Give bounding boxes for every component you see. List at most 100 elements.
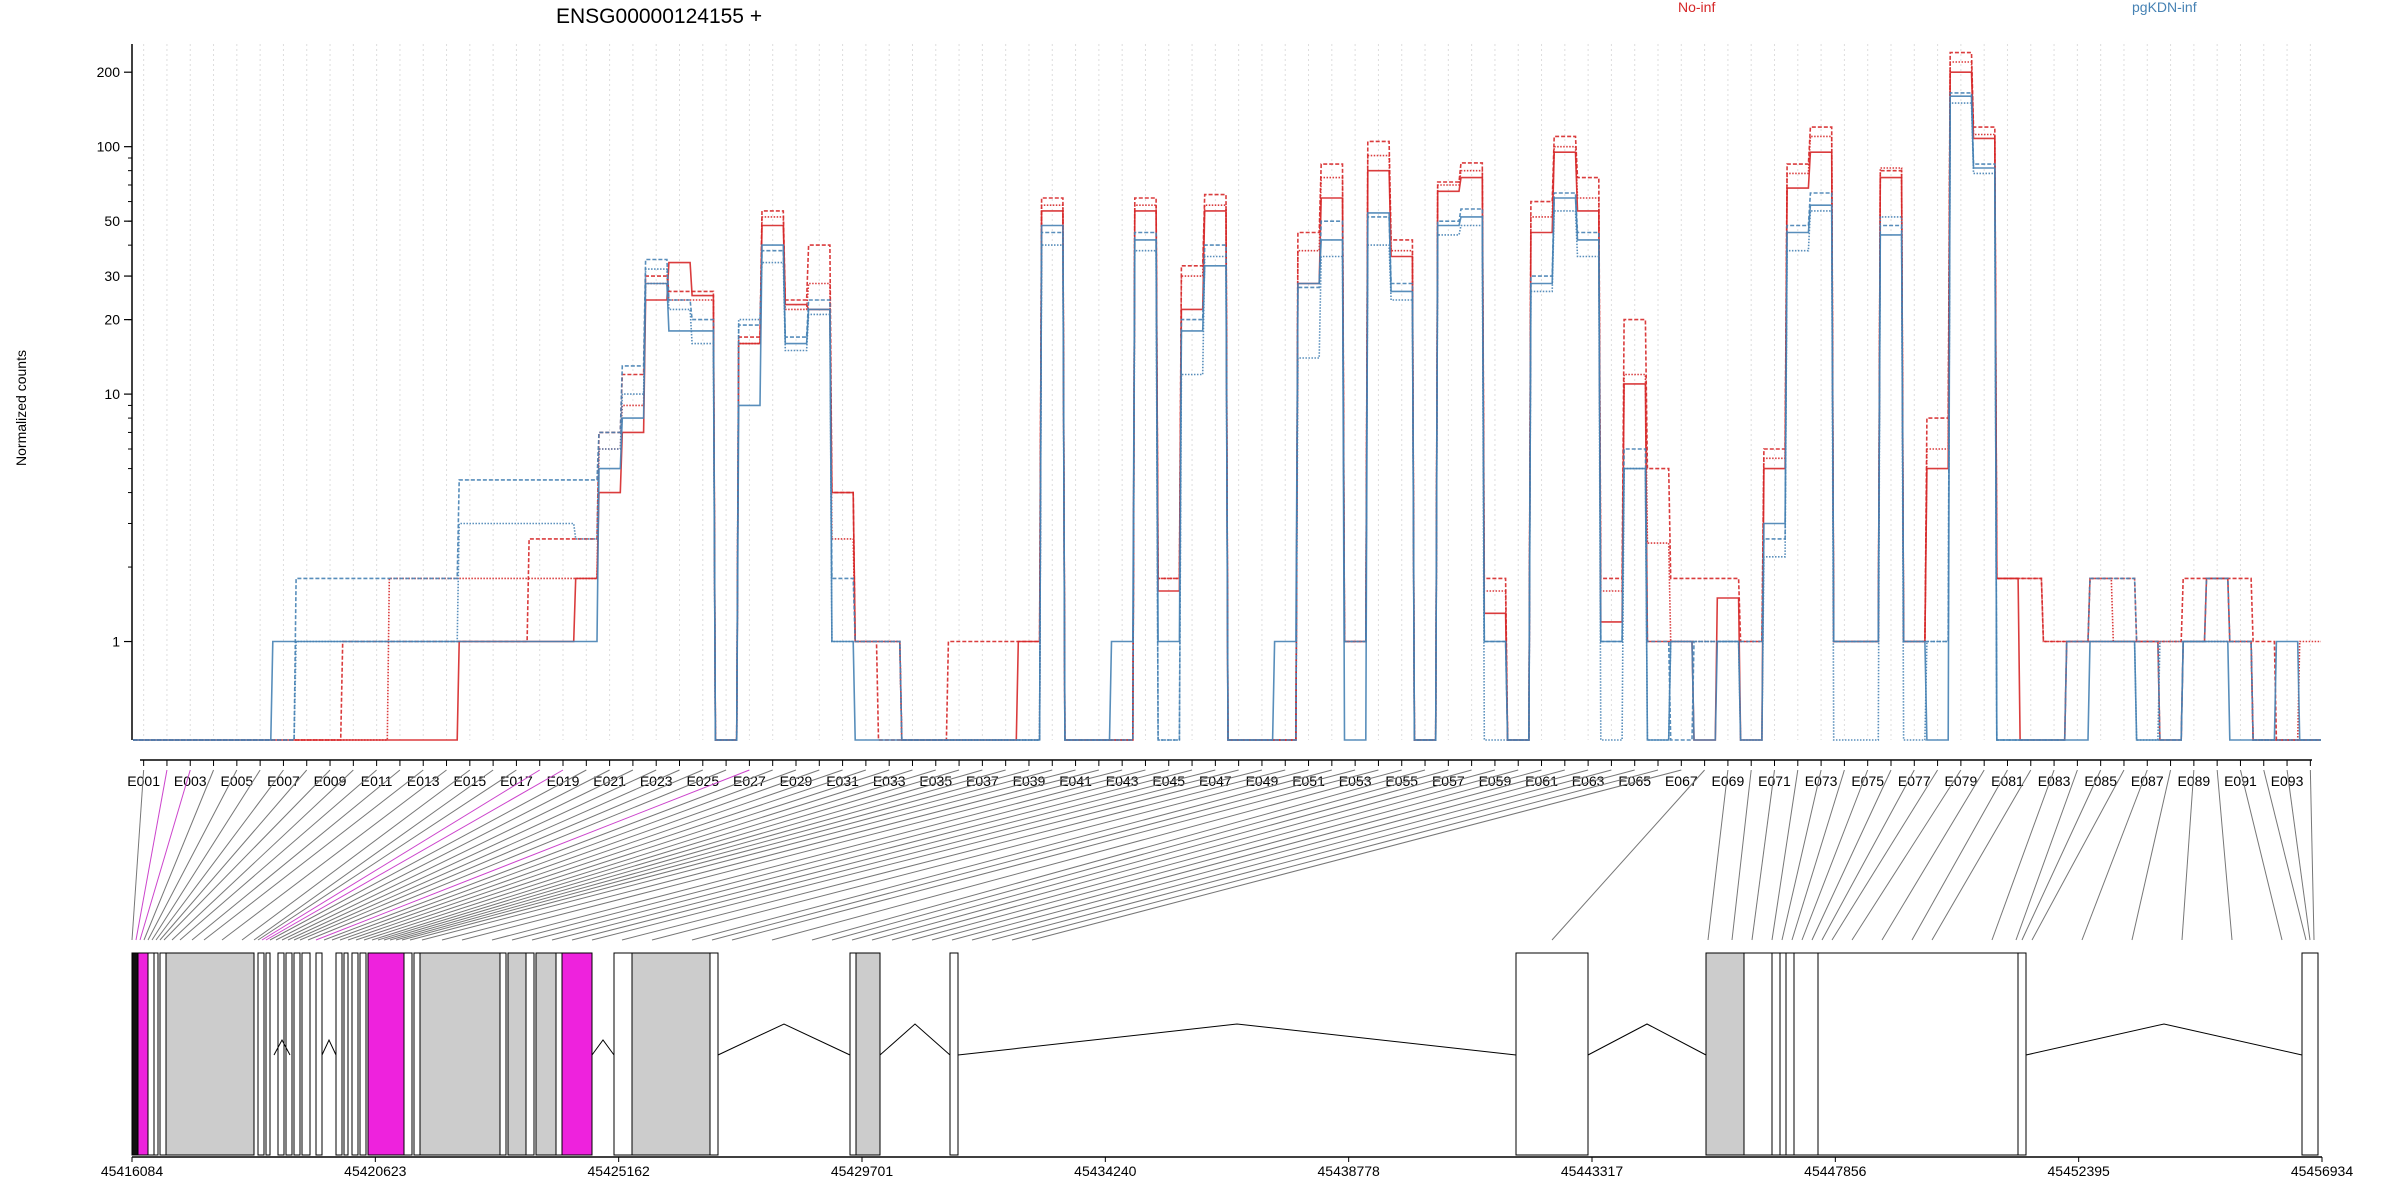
x-tick-label: E041 bbox=[1059, 773, 1092, 789]
mapping-line bbox=[307, 769, 727, 941]
x-tick-label: E063 bbox=[1572, 773, 1605, 789]
y-axis-label: Normalized counts bbox=[13, 350, 29, 466]
grid-lines bbox=[143, 44, 2311, 740]
exon-block bbox=[855, 952, 881, 1156]
x-tick-label: E027 bbox=[733, 773, 766, 789]
mapping-line bbox=[1851, 769, 1962, 941]
mapping-line bbox=[395, 769, 1006, 941]
mapping-line bbox=[2131, 769, 2172, 941]
x-tick-label: E045 bbox=[1152, 773, 1185, 789]
x-tick-label: E017 bbox=[500, 773, 533, 789]
x-tick-label: E093 bbox=[2271, 773, 2304, 789]
mapping-line bbox=[691, 769, 1332, 941]
exon-block bbox=[343, 952, 349, 1156]
mapping-line bbox=[135, 769, 168, 941]
exon-block bbox=[335, 952, 343, 1156]
x-tick-label: E083 bbox=[2038, 773, 2071, 789]
exon-block bbox=[507, 952, 527, 1156]
mapping-line bbox=[1801, 769, 1869, 941]
mapping-line bbox=[287, 769, 657, 941]
mapping-line bbox=[951, 769, 1589, 941]
x-tick-label: E011 bbox=[361, 773, 393, 789]
x-tick-label: E067 bbox=[1665, 773, 1698, 789]
mapping-line bbox=[299, 769, 703, 941]
x-axis: E001 E003 E005 E007 E009 E011 E013 E015 E017 E019… bbox=[127, 759, 2312, 789]
mapping-line bbox=[1707, 769, 1729, 941]
x-tick-label: E047 bbox=[1199, 773, 1232, 789]
mapping-line bbox=[151, 769, 261, 941]
mapping-line bbox=[591, 769, 1263, 941]
mapping-line bbox=[1991, 769, 2055, 941]
mapping-line bbox=[203, 769, 424, 941]
mapping-line bbox=[571, 769, 1239, 941]
mapping-line bbox=[409, 769, 1053, 941]
mapping-line bbox=[461, 769, 1123, 941]
x-tick-label: E015 bbox=[453, 773, 486, 789]
x-tick-label: E031 bbox=[826, 773, 859, 789]
mapping-line bbox=[1551, 769, 1705, 941]
exon-block bbox=[257, 952, 265, 1156]
x-tick-label: E039 bbox=[1013, 773, 1046, 789]
mapping-line bbox=[1831, 769, 1939, 941]
mapping-line bbox=[1791, 769, 1845, 941]
genomic-tick-label: 45443317 bbox=[1561, 1163, 1624, 1179]
exon-block bbox=[1515, 952, 1589, 1156]
exon-block bbox=[153, 952, 159, 1156]
mapping-line bbox=[265, 769, 564, 941]
exon-block bbox=[561, 952, 593, 1156]
mapping-line bbox=[421, 769, 1076, 941]
x-tick-label: E081 bbox=[1991, 773, 2024, 789]
exon-block bbox=[555, 952, 563, 1156]
legend-pgkdn-inf: pgKDN-inf bbox=[2132, 0, 2197, 15]
x-tick-label: E071 bbox=[1758, 773, 1791, 789]
x-tick-label: E013 bbox=[407, 773, 440, 789]
intron-line bbox=[591, 1039, 615, 1056]
genomic-tick-label: 45420623 bbox=[344, 1163, 407, 1179]
x-tick-label: E061 bbox=[1525, 773, 1558, 789]
mapping-line bbox=[511, 769, 1169, 941]
mapping-line bbox=[401, 769, 1030, 941]
y-tick-label: 20 bbox=[104, 312, 120, 328]
mapping-line bbox=[1931, 769, 2032, 941]
exon-block bbox=[159, 952, 167, 1156]
x-tick-label: E051 bbox=[1292, 773, 1325, 789]
exon-block bbox=[147, 952, 155, 1156]
x-tick-label: E057 bbox=[1432, 773, 1465, 789]
x-tick-label: E059 bbox=[1479, 773, 1512, 789]
mapping-line bbox=[1881, 769, 1985, 941]
mapping-line bbox=[139, 769, 191, 941]
mapping-line bbox=[257, 769, 517, 941]
exon-block bbox=[2017, 952, 2027, 1156]
exon-block bbox=[631, 952, 711, 1156]
mapping-line bbox=[1771, 769, 1799, 941]
x-tick-label: E019 bbox=[547, 773, 580, 789]
mapping-line bbox=[323, 769, 773, 941]
y-tick-label: 10 bbox=[104, 386, 120, 402]
mapping-line bbox=[179, 769, 377, 941]
mapping-line bbox=[971, 769, 1612, 941]
mapping-line bbox=[143, 769, 215, 941]
genomic-tick-label: 45447856 bbox=[1804, 1163, 1867, 1179]
exon-block bbox=[2301, 952, 2319, 1156]
exon-block bbox=[535, 952, 557, 1156]
mapping-line bbox=[491, 769, 1146, 941]
mapping-line bbox=[711, 769, 1356, 941]
genomic-tick-label: 45429701 bbox=[831, 1163, 894, 1179]
exon-block bbox=[1779, 952, 1787, 1156]
mapping-line bbox=[991, 769, 1635, 941]
x-tick-label: E001 bbox=[127, 773, 160, 789]
x-tick-label: E087 bbox=[2131, 773, 2164, 789]
exon-block bbox=[301, 952, 311, 1156]
mapping-line bbox=[171, 769, 354, 941]
intron-line bbox=[2025, 1023, 2303, 1056]
y-tick-label: 30 bbox=[104, 268, 120, 284]
exon-block bbox=[709, 952, 719, 1156]
exon-block bbox=[131, 952, 139, 1156]
mapping-line bbox=[2031, 769, 2125, 941]
x-tick-label: E043 bbox=[1106, 773, 1139, 789]
mapping-line bbox=[253, 769, 494, 941]
exon-block bbox=[315, 952, 323, 1156]
mapping-line bbox=[131, 769, 145, 941]
intron-line bbox=[321, 1038, 337, 1056]
x-tick-label: E079 bbox=[1945, 773, 1978, 789]
